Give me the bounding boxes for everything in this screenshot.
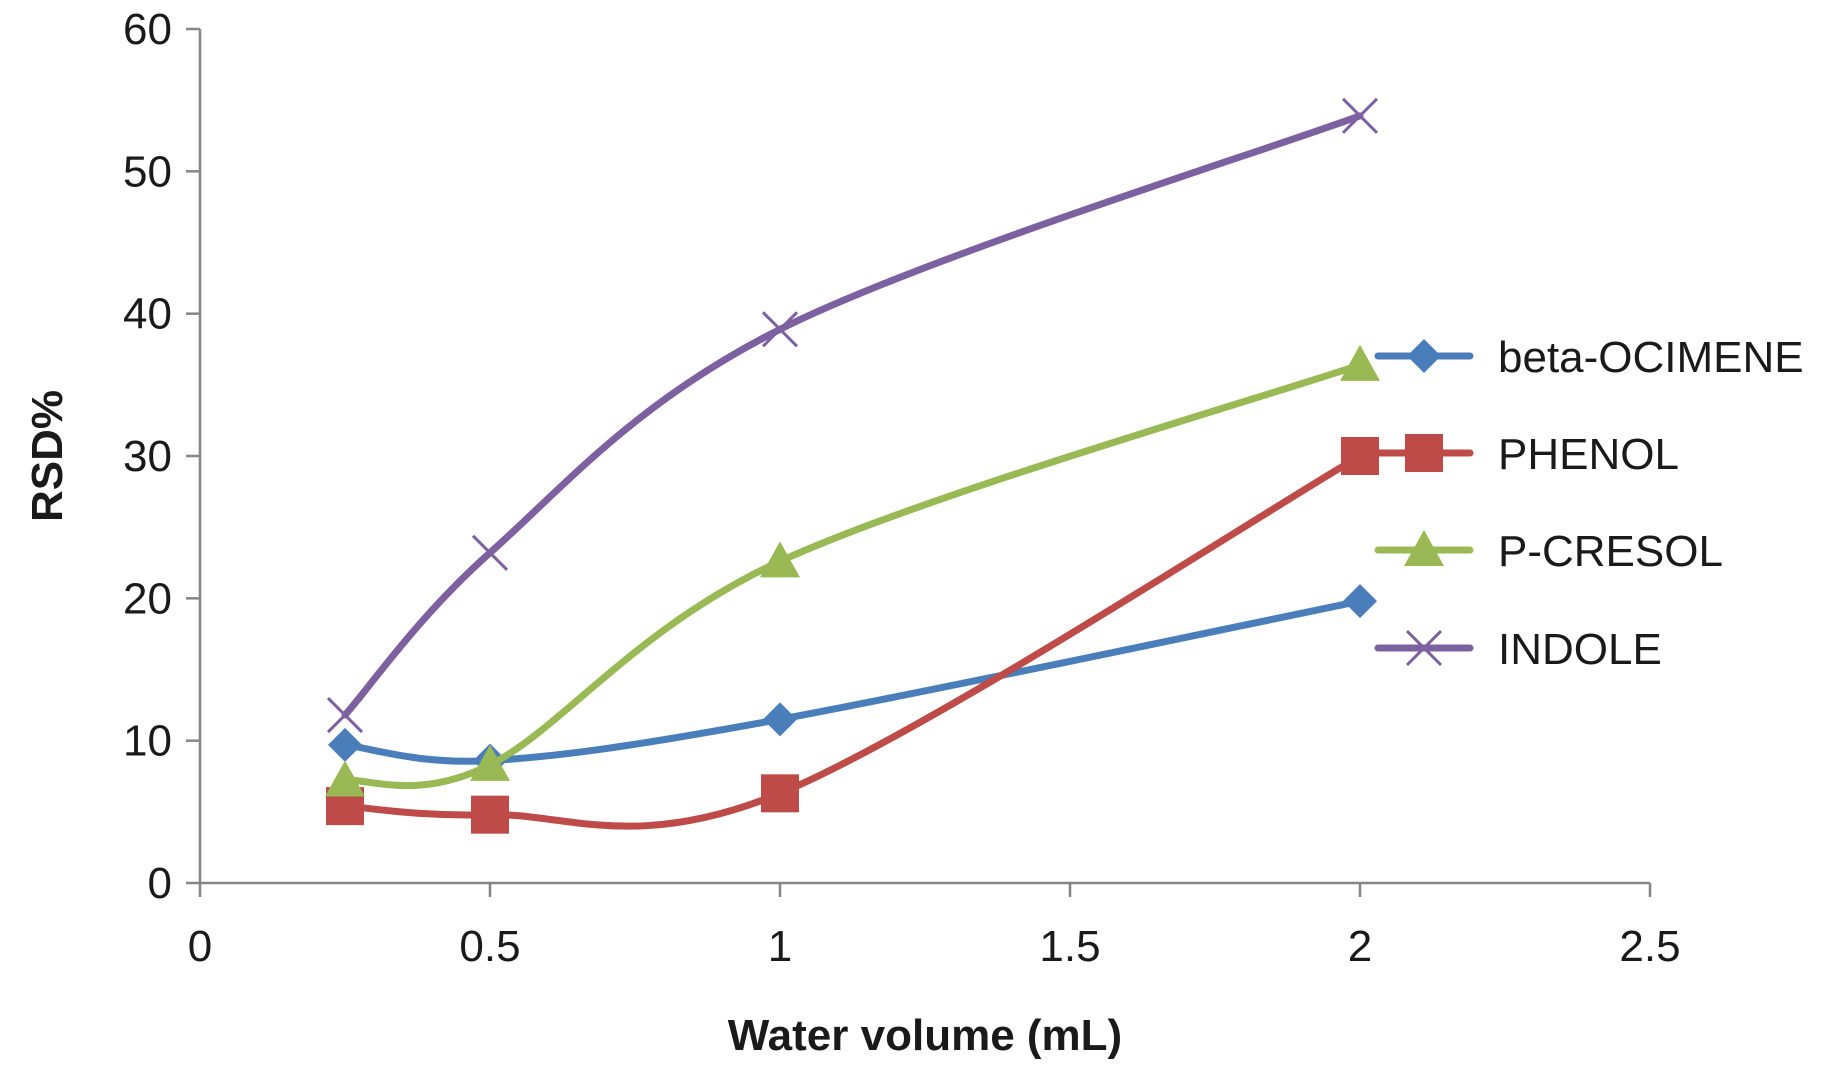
data-point-beta-ocimene <box>763 702 797 737</box>
y-tick-label: 30 <box>123 432 172 481</box>
legend-marker-indole-stroke <box>1405 629 1443 667</box>
series-line-beta-ocimene <box>341 597 1364 765</box>
legend-marker-beta-ocimene <box>1407 339 1441 373</box>
legend-marker-indole <box>1405 629 1443 667</box>
data-point-phenol <box>761 774 799 813</box>
data-point-phenol <box>1341 437 1379 475</box>
series-layer <box>325 97 1380 834</box>
data-point-p-cresol <box>1340 344 1380 381</box>
y-tick-label: 10 <box>123 717 172 766</box>
legend-marker-p-cresol <box>1404 530 1444 566</box>
data-point-indole <box>1341 97 1379 134</box>
data-point-indole <box>326 696 364 734</box>
x-tick-label: 0.5 <box>459 922 520 971</box>
data-point-p-cresol <box>325 760 365 797</box>
y-tick-label: 40 <box>123 290 172 339</box>
data-point-p-cresol <box>470 744 510 781</box>
legend-item-indole: INDOLE <box>1374 625 1662 674</box>
y-tick-label: 0 <box>148 859 172 908</box>
y-tick-label: 20 <box>123 574 172 623</box>
y-axis-title: RSD% <box>23 390 72 522</box>
series-line-indole <box>341 112 1364 719</box>
axes: 0 10 20 30 40 50 60 0 0.5 1 1.5 2 2.5 Water volume (m… <box>23 5 1681 1060</box>
x-tick-label: 1 <box>768 922 792 971</box>
legend-item-phenol: PHENOL <box>1374 430 1679 479</box>
x-tick-label: 1.5 <box>1039 922 1100 971</box>
legend: beta-OCIMENE PHENOL P-CRESOL INDOLE <box>1374 333 1804 674</box>
data-point-indole <box>761 311 799 348</box>
legend-label-p-cresol: P-CRESOL <box>1498 527 1723 576</box>
y-tick-label: 50 <box>123 147 172 196</box>
data-point-indole-stroke <box>326 696 364 734</box>
data-point-phenol <box>471 795 509 834</box>
x-tick-label: 2 <box>1348 922 1372 971</box>
x-tick-label: 2.5 <box>1619 922 1680 971</box>
data-point-indole-stroke <box>471 534 509 571</box>
series-line-phenol <box>341 452 1364 830</box>
y-tick-label: 60 <box>123 5 172 54</box>
legend-label-beta-ocimene: beta-OCIMENE <box>1498 333 1804 382</box>
data-point-p-cresol <box>760 541 800 578</box>
series-line-p-cresol <box>341 361 1364 790</box>
legend-item-beta-ocimene: beta-OCIMENE <box>1374 333 1804 382</box>
x-tick-label: 0 <box>188 922 212 971</box>
data-point-beta-ocimene <box>328 727 362 762</box>
data-point-indole-stroke <box>761 311 799 348</box>
legend-marker-phenol <box>1405 434 1443 472</box>
data-point-indole <box>471 534 509 571</box>
x-axis-title: Water volume (mL) <box>728 1011 1122 1060</box>
data-point-beta-ocimene <box>1343 584 1377 619</box>
legend-item-p-cresol: P-CRESOL <box>1374 527 1723 576</box>
legend-label-phenol: PHENOL <box>1498 430 1679 479</box>
data-point-indole-stroke <box>1341 97 1379 134</box>
legend-label-indole: INDOLE <box>1498 625 1662 674</box>
